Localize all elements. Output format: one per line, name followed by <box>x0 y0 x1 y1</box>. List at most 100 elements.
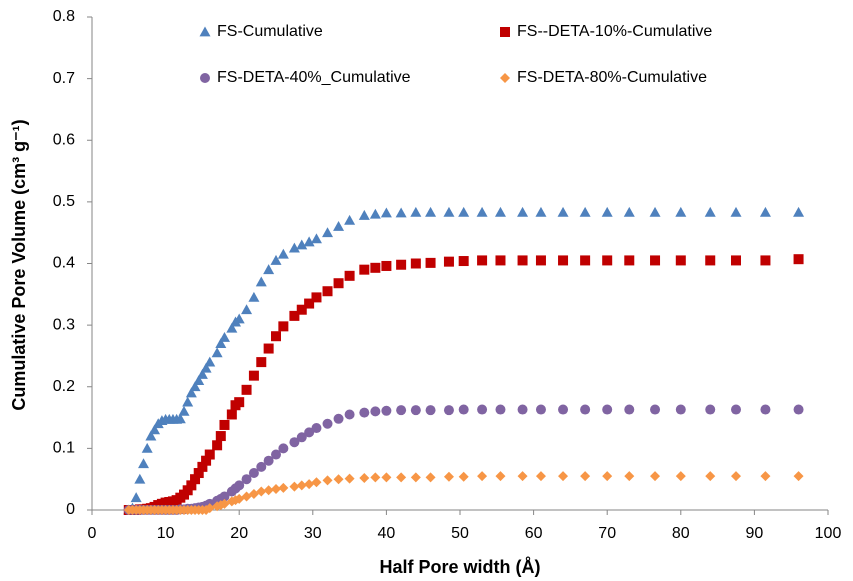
marker-diamond <box>256 486 267 497</box>
y-tick-label: 0 <box>66 501 75 518</box>
marker-triangle <box>215 338 227 349</box>
marker-triangle <box>248 291 260 302</box>
marker-triangle <box>200 362 212 373</box>
marker-square <box>193 468 204 479</box>
marker-triangle <box>270 254 282 265</box>
marker-square <box>322 286 333 297</box>
x-tick-label: 20 <box>230 525 248 542</box>
marker-triangle <box>178 405 190 416</box>
marker-diamond <box>500 73 510 83</box>
marker-circle <box>256 461 267 472</box>
marker-diamond <box>760 471 771 482</box>
marker-circle <box>234 480 245 491</box>
marker-square <box>443 256 454 267</box>
marker-circle <box>370 406 381 417</box>
x-tick-label: 10 <box>157 525 175 542</box>
x-axis-label: Half Pore width (Å) <box>380 557 541 577</box>
marker-triangle <box>211 347 223 358</box>
marker-square <box>226 409 237 420</box>
marker-circle <box>278 443 289 454</box>
marker-triangle <box>601 206 613 217</box>
marker-triangle <box>303 236 315 247</box>
marker-diamond <box>425 472 436 483</box>
marker-circle <box>263 455 274 466</box>
y-tick-label: 0.5 <box>53 193 75 210</box>
marker-square <box>381 260 392 271</box>
marker-square <box>311 292 322 303</box>
marker-square <box>650 255 661 266</box>
marker-triangle <box>199 26 211 37</box>
x-tick-label: 30 <box>304 525 322 542</box>
marker-square <box>278 321 289 332</box>
marker-diamond <box>580 471 591 482</box>
marker-circle <box>650 404 661 415</box>
x-tick-label: 40 <box>378 525 396 542</box>
marker-triangle <box>476 206 488 217</box>
marker-diamond <box>344 473 355 484</box>
marker-diamond <box>477 471 488 482</box>
y-tick-label: 0.8 <box>53 8 75 25</box>
marker-circle <box>289 437 300 448</box>
marker-triangle <box>134 473 146 484</box>
y-tick-label: 0.3 <box>53 316 75 333</box>
marker-square <box>370 262 381 273</box>
marker-triangle <box>649 206 661 217</box>
marker-circle <box>248 468 259 479</box>
y-tick-label: 0.1 <box>53 440 75 457</box>
marker-triangle <box>288 242 300 253</box>
marker-circle <box>602 404 613 415</box>
marker-circle <box>359 407 370 418</box>
marker-circle <box>731 404 741 415</box>
marker-square <box>271 331 281 342</box>
marker-square <box>517 255 528 266</box>
legend-label: FS-Cumulative <box>217 23 323 40</box>
marker-triangle <box>138 458 150 469</box>
marker-triangle <box>623 206 635 217</box>
marker-square <box>215 431 226 442</box>
marker-triangle <box>443 206 455 217</box>
marker-diamond <box>396 472 407 483</box>
marker-square <box>396 259 407 270</box>
marker-triangle <box>182 396 194 407</box>
marker-triangle <box>535 206 547 217</box>
marker-square <box>212 440 223 451</box>
marker-triangle <box>344 214 356 225</box>
marker-triangle <box>255 276 267 287</box>
marker-triangle <box>296 239 308 250</box>
marker-square <box>201 455 212 466</box>
marker-triangle <box>759 206 771 217</box>
marker-diamond <box>370 472 381 483</box>
marker-circle <box>219 491 230 502</box>
marker-diamond <box>650 471 661 482</box>
x-tick-label: 70 <box>598 525 616 542</box>
marker-circle <box>322 418 333 429</box>
marker-circle <box>443 405 454 416</box>
marker-square <box>248 370 259 381</box>
marker-square <box>495 255 506 266</box>
marker-square <box>263 343 274 354</box>
marker-triangle <box>149 424 161 435</box>
marker-triangle <box>358 209 370 220</box>
marker-square <box>204 449 215 460</box>
x-tick-label: 0 <box>88 525 97 542</box>
marker-diamond <box>359 472 370 483</box>
marker-circle <box>396 405 407 416</box>
marker-triangle <box>458 206 470 217</box>
marker-diamond <box>602 471 613 482</box>
marker-square <box>705 255 716 266</box>
marker-diamond <box>333 474 344 485</box>
marker-circle <box>241 474 252 485</box>
marker-diamond <box>535 471 546 482</box>
marker-circle <box>296 432 307 443</box>
marker-triangle <box>380 207 392 218</box>
marker-circle <box>458 404 469 415</box>
marker-square <box>296 304 307 315</box>
marker-triangle <box>204 356 216 367</box>
marker-circle <box>477 404 488 415</box>
marker-diamond <box>517 471 528 482</box>
x-tick-label: 90 <box>746 525 764 542</box>
marker-diamond <box>410 472 421 483</box>
marker-triangle <box>793 206 805 217</box>
marker-diamond <box>322 475 333 486</box>
